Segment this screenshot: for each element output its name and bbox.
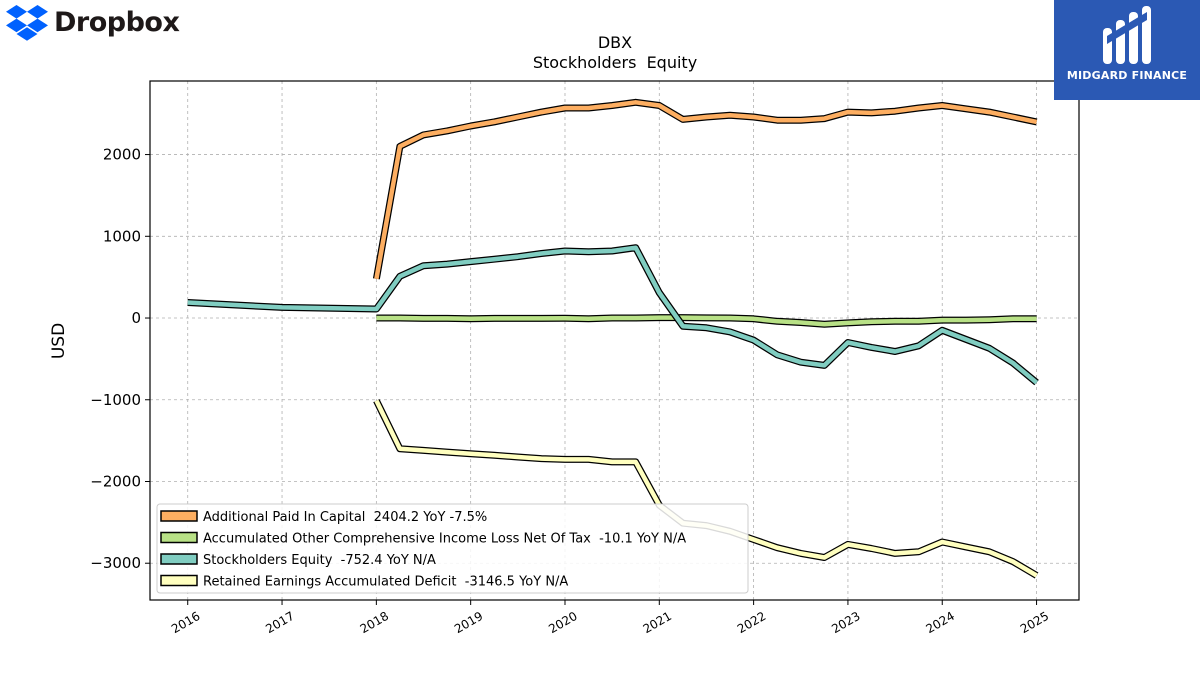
x-tick-label: 2025 bbox=[1018, 609, 1051, 636]
x-tick-label: 2022 bbox=[735, 609, 768, 636]
legend-swatch bbox=[160, 510, 198, 522]
x-tick-label: 2019 bbox=[452, 609, 485, 636]
legend-swatch bbox=[160, 553, 198, 565]
legend-item: Additional Paid In Capital 2404.2 YoY -7… bbox=[160, 510, 487, 525]
dropbox-logo-icon bbox=[6, 5, 48, 41]
chart-title: DBX bbox=[598, 33, 632, 52]
watermark-name: MIDGARD FINANCE bbox=[1066, 69, 1188, 82]
legend-swatch bbox=[160, 574, 198, 587]
legend-swatch bbox=[160, 531, 198, 544]
y-tick-label: −2000 bbox=[90, 472, 141, 490]
legend-label: Additional Paid In Capital 2404.2 YoY -7… bbox=[203, 510, 487, 525]
legend-item: Stockholders Equity -752.4 YoY N/A bbox=[160, 553, 436, 568]
y-tick-label: 2000 bbox=[103, 146, 141, 164]
legend-label: Accumulated Other Comprehensive Income L… bbox=[203, 532, 686, 547]
brand-name: Dropbox bbox=[54, 7, 180, 38]
dropbox-brand: Dropbox bbox=[6, 4, 196, 44]
y-axis-label: USD bbox=[49, 323, 69, 359]
series-stroke bbox=[376, 315, 1037, 327]
series-line-1 bbox=[372, 98, 1038, 280]
legend-box bbox=[156, 503, 749, 594]
midgard-logo-icon bbox=[1103, 6, 1151, 64]
legend-label: Retained Earnings Accumulated Deficit -3… bbox=[203, 575, 568, 590]
legend-label: Stockholders Equity -752.4 YoY N/A bbox=[203, 553, 436, 568]
x-tick-label: 2021 bbox=[641, 609, 674, 636]
series-stroke bbox=[187, 245, 1039, 385]
legend: Additional Paid In Capital 2404.2 YoY -7… bbox=[156, 503, 749, 594]
x-tick-label: 2018 bbox=[358, 609, 391, 636]
chart-subtitle: Stockholders Equity bbox=[533, 53, 697, 72]
series-line-2 bbox=[376, 314, 1037, 328]
y-tick-label: 0 bbox=[131, 309, 141, 327]
legend-item: Retained Earnings Accumulated Deficit -3… bbox=[160, 574, 568, 590]
series-stroke bbox=[374, 100, 1038, 280]
series-outline bbox=[372, 98, 1038, 280]
midgard-finance-watermark: MIDGARD FINANCE bbox=[1054, 0, 1200, 100]
y-tick-label: 1000 bbox=[103, 227, 141, 245]
legend-item: Accumulated Other Comprehensive Income L… bbox=[160, 531, 686, 547]
series-line-3 bbox=[187, 244, 1039, 386]
x-tick-label: 2017 bbox=[263, 609, 296, 636]
x-tick-label: 2024 bbox=[924, 609, 957, 636]
plot-area-frame bbox=[149, 80, 1080, 601]
x-tick-label: 2023 bbox=[829, 609, 862, 636]
y-tick-label: −1000 bbox=[90, 391, 141, 409]
x-tick-label: 2020 bbox=[546, 609, 579, 636]
x-tick-label: 2016 bbox=[169, 609, 202, 636]
y-tick-label: −3000 bbox=[90, 554, 141, 572]
